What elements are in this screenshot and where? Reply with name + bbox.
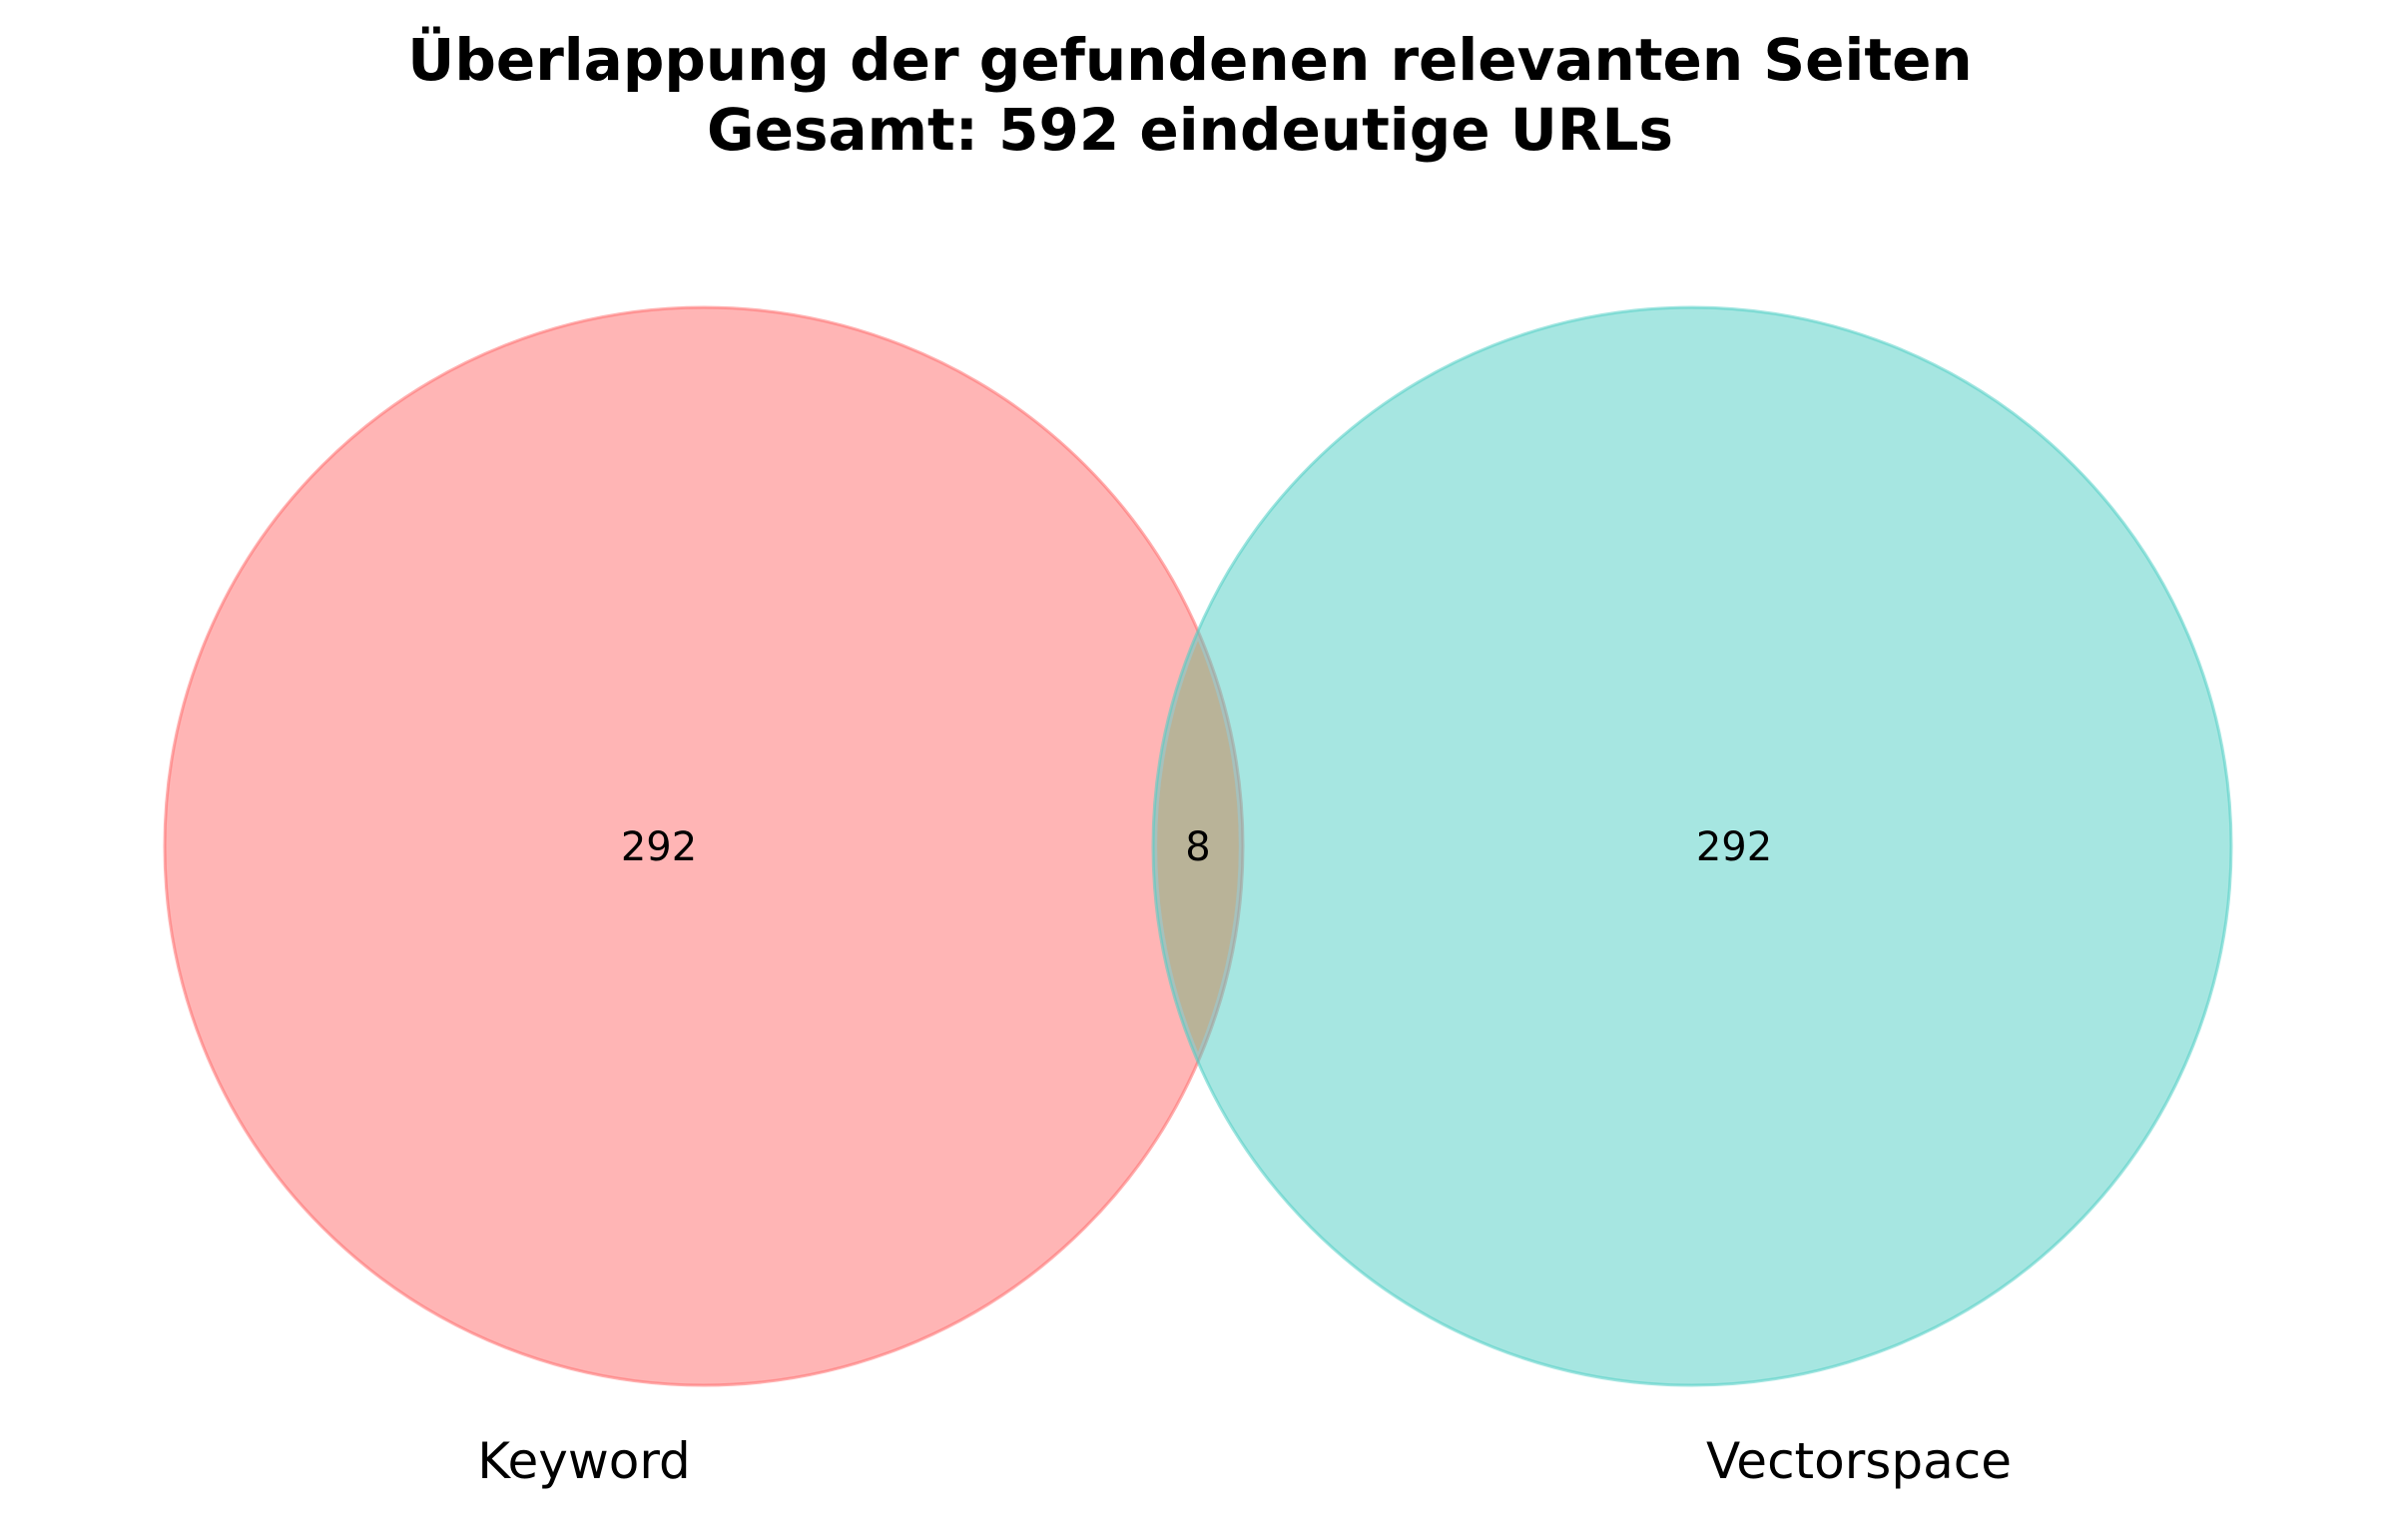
intersection-region	[1157, 641, 1239, 1052]
chart-title-line-2: Gesamt: 592 eindeutige URLs	[707, 96, 1673, 164]
intersection-count: 8	[1185, 824, 1210, 870]
keyword-only-count: 292	[621, 824, 697, 870]
vectorspace-set-label: Vectorspace	[1706, 1432, 2012, 1490]
vectorspace-only-count: 292	[1696, 824, 1772, 870]
chart-title-line-1: Überlappung der gefundenen relevanten Se…	[407, 25, 1972, 94]
vectorspace-set-circle	[1151, 305, 2233, 1387]
keyword-set-circle	[163, 305, 1245, 1387]
keyword-set-label: Keyword	[477, 1432, 691, 1490]
